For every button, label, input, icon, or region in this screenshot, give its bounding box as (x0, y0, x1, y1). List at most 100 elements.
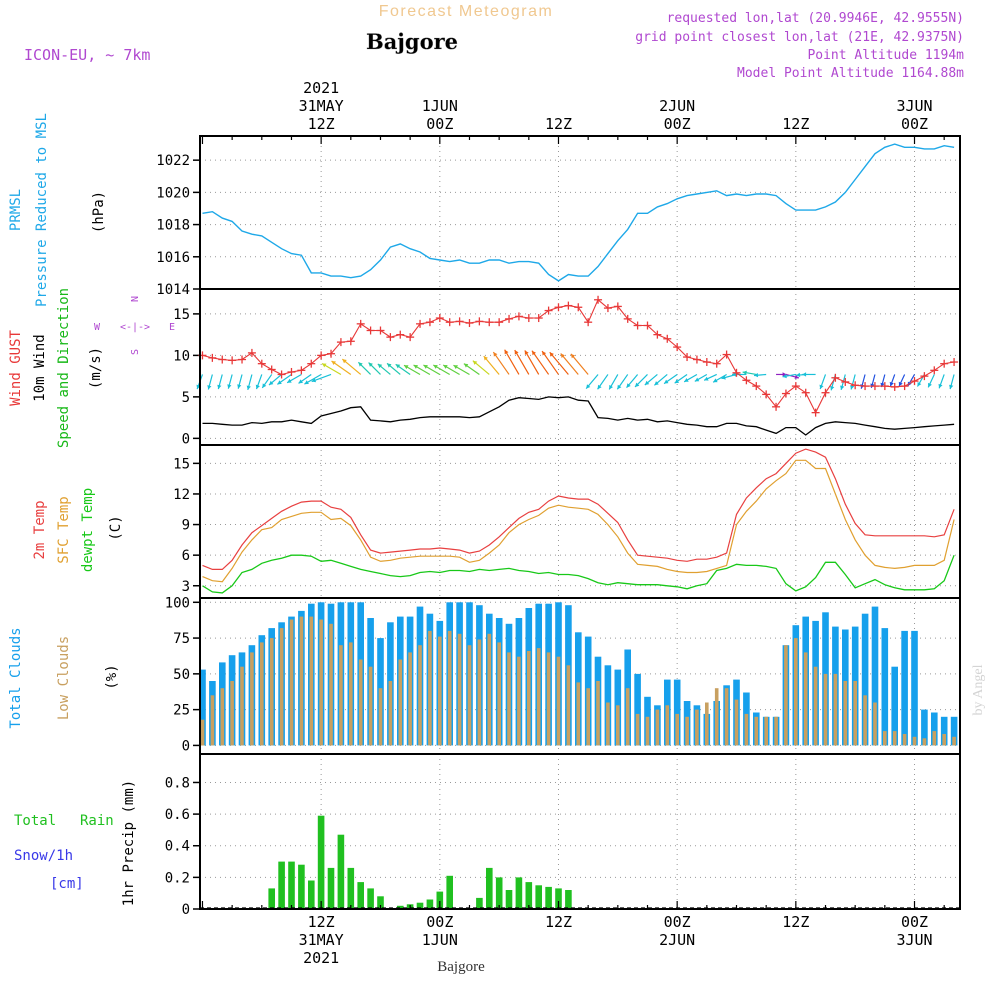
low-cloud-bar (596, 681, 600, 746)
y-tick-label: 25 (173, 703, 190, 719)
low-cloud-bar (210, 695, 215, 746)
wind-arrow-head (255, 384, 260, 390)
wind-gust-marker (930, 366, 939, 375)
wind-arrow-head (453, 365, 458, 370)
wind-gust-marker (653, 330, 662, 339)
low-cloud-bar (457, 633, 462, 746)
wind-gust-marker (574, 303, 583, 312)
wind-arrow-head (949, 384, 954, 390)
wind-gust-marker (772, 402, 781, 411)
wind-arrow-head (609, 384, 613, 390)
y-tick-label: 1014 (156, 282, 190, 298)
wind-arrow-head (664, 379, 669, 384)
wind-arrow-head (917, 382, 922, 387)
wind-10m-line (202, 396, 955, 436)
wind-arrow-head (850, 385, 855, 390)
wind-gust-line (202, 298, 955, 414)
y-tick-label: 15 (173, 307, 190, 323)
y-tick-label: 6 (182, 548, 190, 564)
low-cloud-bar (507, 652, 511, 746)
sfc-temp-line (202, 459, 955, 583)
wind-arrow-head (404, 365, 409, 370)
wind-gust-marker (811, 408, 820, 417)
low-cloud-bar (665, 705, 670, 746)
wind-gust-marker (247, 348, 256, 357)
rain-bar (495, 877, 503, 909)
wind-gust-marker (238, 355, 247, 364)
rain-bar (367, 888, 374, 909)
low-cloud-bar (645, 716, 650, 746)
compass-west: W (94, 322, 101, 333)
low-cloud-bar (813, 666, 818, 746)
rain-bar (525, 882, 533, 909)
y-tick-label: 12 (173, 487, 190, 503)
wind-gust-marker (584, 318, 593, 327)
wind-gust-marker (623, 314, 632, 323)
precip-snow-label: Snow/1h (14, 848, 73, 864)
time-label-top: 12Z (308, 115, 335, 133)
panel-frame (199, 753, 961, 910)
wind-arrow-shaft (504, 349, 520, 375)
wind-arrow-head (644, 380, 650, 385)
low-cloud-bar (952, 736, 956, 746)
requested-coords: requested lon,lat (20.9946E, 42.9555N) (667, 11, 964, 26)
y-tick-label: 75 (173, 631, 190, 647)
wind-arrow-head (358, 362, 363, 367)
pressure-label-msl: Pressure Reduced to MSL (34, 113, 50, 307)
low-cloud-bar (556, 656, 561, 746)
low-cloud-bar (200, 719, 205, 746)
wind-arrow-head (311, 378, 317, 383)
low-clouds-label: Low Clouds (56, 636, 72, 720)
wind-arrow-shaft (492, 351, 510, 375)
wind-gust-marker (208, 353, 217, 362)
low-cloud-bar (240, 666, 244, 746)
low-cloud-bar (705, 702, 709, 746)
wind-arrow-head (694, 377, 700, 382)
wind-arrow-head (524, 350, 529, 355)
precip-cm-label: [cm] (50, 876, 84, 892)
low-cloud-bar (853, 681, 857, 746)
low-cloud-bar (279, 628, 284, 746)
wind-gust-marker (218, 355, 227, 364)
low-cloud-bar (388, 681, 393, 746)
low-cloud-bar (230, 681, 234, 746)
temp-unit-label: (C) (108, 515, 124, 540)
low-cloud-bar (447, 630, 452, 746)
wind-arrow-head (413, 365, 418, 369)
low-cloud-bar (774, 716, 778, 746)
rain-bar (298, 864, 305, 909)
wind-gust-marker (307, 359, 316, 368)
wind-gust-marker (673, 343, 682, 352)
wind-arrow-head (493, 352, 498, 357)
time-label-top: 3JUN (896, 97, 932, 115)
low-cloud-bar (675, 713, 679, 746)
total-cloud-bar (634, 673, 641, 746)
point-altitude: Point Altitude 1194m (807, 48, 964, 63)
rain-bar (505, 890, 513, 909)
y-tick-label: 0.2 (165, 870, 190, 886)
low-cloud-bar (477, 639, 482, 746)
dewpt-temp-line (202, 554, 955, 594)
wind-gust-marker (831, 373, 840, 382)
temp-2m-line (202, 448, 955, 571)
pressure-unit-label: (hPa) (91, 191, 107, 233)
wind-arrow-head (217, 384, 222, 390)
wind-arrow-head (586, 384, 591, 389)
low-cloud-bar (319, 619, 323, 746)
credit-watermark: by Angel (971, 664, 986, 715)
y-tick-label: 100 (165, 595, 190, 611)
y-tick-label: 0.6 (165, 807, 190, 823)
low-cloud-bar (784, 645, 788, 746)
wind-gust-marker (851, 381, 860, 390)
y-tick-label: 50 (173, 667, 190, 683)
wind-gust-marker (416, 319, 425, 328)
wind-arrow-head (794, 374, 799, 379)
wind-arrow-head (704, 376, 709, 381)
y-tick-label: 0 (182, 431, 190, 447)
wind-arrow-head (938, 383, 943, 389)
wind-unit-label: (m/s) (88, 347, 104, 389)
wind-arrow-shaft (560, 353, 579, 375)
total-cloud-bar (881, 628, 889, 746)
low-cloud-bar (428, 630, 432, 746)
wind-gust-marker (534, 314, 543, 323)
